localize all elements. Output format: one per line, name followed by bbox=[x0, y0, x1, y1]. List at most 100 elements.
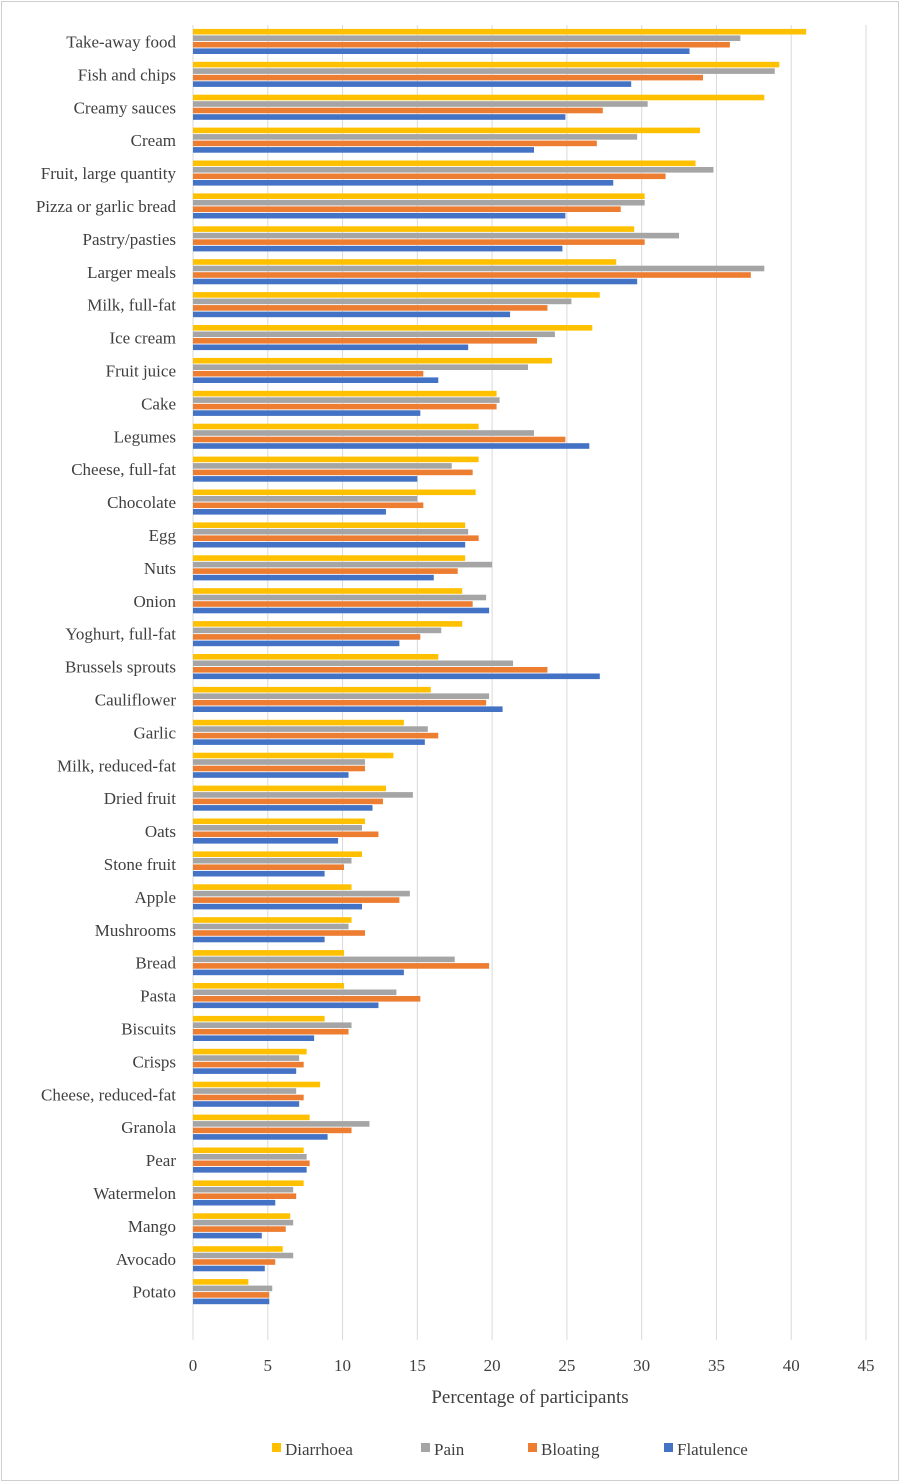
bar-apple-flatulence bbox=[193, 903, 362, 910]
category-label-bread: Bread bbox=[135, 954, 176, 973]
category-label-cream: Cream bbox=[131, 131, 176, 150]
bar-ice-cream-pain bbox=[193, 331, 555, 338]
bar-ice-cream-diarrhoea bbox=[193, 325, 593, 331]
bar-mango-bloating bbox=[193, 1226, 286, 1232]
bar-biscuits-bloating bbox=[193, 1028, 349, 1035]
bar-cauliflower-pain bbox=[193, 693, 490, 699]
category-label-mushrooms: Mushrooms bbox=[95, 921, 176, 940]
bar-pasta-diarrhoea bbox=[193, 983, 345, 989]
bar-bread-flatulence bbox=[193, 969, 404, 976]
bar-cream-pain bbox=[193, 134, 638, 140]
category-label-cake: Cake bbox=[141, 394, 176, 413]
bar-pastry-pasties-flatulence bbox=[193, 245, 563, 252]
bar-chocolate-diarrhoea bbox=[193, 489, 476, 496]
bar-cheese-reduced-fat-flatulence bbox=[193, 1101, 300, 1107]
category-label-onion: Onion bbox=[134, 592, 177, 611]
bar-yoghurt-full-fat-bloating bbox=[193, 634, 421, 640]
category-label-pasta: Pasta bbox=[140, 987, 176, 1006]
bar-pizza-or-garlic-bread-bloating bbox=[193, 206, 621, 212]
bar-ice-cream-bloating bbox=[193, 338, 537, 344]
bar-mushrooms-pain bbox=[193, 923, 349, 930]
category-label-cheese-full-fat: Cheese, full-fat bbox=[71, 460, 176, 479]
legend-swatch-flatulence bbox=[664, 1443, 673, 1452]
bar-cheese-reduced-fat-diarrhoea bbox=[193, 1081, 321, 1088]
legend-label-pain: Pain bbox=[434, 1440, 465, 1459]
bar-pastry-pasties-pain bbox=[193, 232, 680, 239]
bar-cake-flatulence bbox=[193, 410, 421, 416]
bar-milk-full-fat-diarrhoea bbox=[193, 292, 600, 298]
x-tick-label-40: 40 bbox=[783, 1356, 800, 1375]
category-label-fish-and-chips: Fish and chips bbox=[78, 65, 176, 84]
x-tick-label-35: 35 bbox=[708, 1356, 725, 1375]
bar-avocado-pain bbox=[193, 1252, 294, 1259]
bar-onion-flatulence bbox=[193, 607, 490, 614]
bar-watermelon-diarrhoea bbox=[193, 1180, 304, 1186]
bar-potato-bloating bbox=[193, 1292, 270, 1298]
bar-pasta-flatulence bbox=[193, 1002, 379, 1009]
bar-oats-pain bbox=[193, 825, 362, 831]
category-label-granola: Granola bbox=[121, 1118, 176, 1137]
bar-cauliflower-flatulence bbox=[193, 706, 503, 712]
bar-creamy-sauces-pain bbox=[193, 101, 648, 107]
bar-chocolate-bloating bbox=[193, 502, 424, 509]
bar-mushrooms-diarrhoea bbox=[193, 917, 352, 923]
bar-pastry-pasties-bloating bbox=[193, 239, 645, 245]
bar-dried-fruit-flatulence bbox=[193, 805, 373, 811]
bar-take-away-food-diarrhoea bbox=[193, 28, 807, 35]
bar-pear-bloating bbox=[193, 1160, 310, 1167]
bar-egg-flatulence bbox=[193, 541, 466, 548]
bar-fruit-large-quantity-diarrhoea bbox=[193, 160, 696, 167]
bar-egg-diarrhoea bbox=[193, 522, 466, 528]
bar-mango-diarrhoea bbox=[193, 1213, 291, 1219]
bar-mushrooms-flatulence bbox=[193, 936, 325, 943]
bar-egg-bloating bbox=[193, 535, 479, 541]
legend-swatch-diarrhoea bbox=[272, 1443, 281, 1452]
category-label-potato: Potato bbox=[133, 1283, 176, 1302]
bar-nuts-diarrhoea bbox=[193, 555, 466, 561]
bar-milk-full-fat-pain bbox=[193, 298, 572, 305]
category-label-fruit-large-quantity: Fruit, large quantity bbox=[41, 164, 177, 183]
bar-fruit-juice-bloating bbox=[193, 370, 424, 377]
bar-apple-bloating bbox=[193, 897, 400, 903]
bar-pastry-pasties-diarrhoea bbox=[193, 226, 635, 232]
bar-milk-full-fat-flatulence bbox=[193, 311, 511, 318]
bar-cheese-full-fat-diarrhoea bbox=[193, 456, 479, 463]
bar-granola-bloating bbox=[193, 1127, 352, 1134]
category-label-oats: Oats bbox=[145, 822, 176, 841]
bar-watermelon-pain bbox=[193, 1186, 294, 1193]
category-label-pear: Pear bbox=[146, 1151, 177, 1170]
bar-granola-diarrhoea bbox=[193, 1114, 310, 1121]
bar-creamy-sauces-flatulence bbox=[193, 114, 566, 120]
bar-pear-diarrhoea bbox=[193, 1147, 304, 1154]
bar-onion-diarrhoea bbox=[193, 588, 463, 594]
bar-dried-fruit-bloating bbox=[193, 798, 383, 805]
bar-yoghurt-full-fat-diarrhoea bbox=[193, 621, 463, 627]
category-label-garlic: Garlic bbox=[134, 723, 177, 742]
bar-cheese-reduced-fat-pain bbox=[193, 1088, 297, 1094]
category-label-egg: Egg bbox=[149, 526, 177, 545]
category-label-chocolate: Chocolate bbox=[107, 493, 176, 512]
bar-potato-pain bbox=[193, 1285, 273, 1292]
bar-chocolate-pain bbox=[193, 496, 418, 502]
legend-label-bloating: Bloating bbox=[541, 1440, 600, 1459]
bar-avocado-diarrhoea bbox=[193, 1246, 283, 1252]
category-label-watermelon: Watermelon bbox=[93, 1184, 176, 1203]
bar-cheese-full-fat-flatulence bbox=[193, 476, 418, 482]
legend-swatch-bloating bbox=[528, 1443, 537, 1452]
x-tick-label-15: 15 bbox=[409, 1356, 426, 1375]
bar-take-away-food-pain bbox=[193, 35, 741, 41]
bar-fish-and-chips-pain bbox=[193, 68, 775, 74]
category-label-crisps: Crisps bbox=[133, 1052, 176, 1071]
bar-garlic-flatulence bbox=[193, 739, 425, 745]
bar-milk-reduced-fat-bloating bbox=[193, 765, 365, 772]
category-label-milk-full-fat: Milk, full-fat bbox=[87, 296, 176, 315]
bar-larger-meals-flatulence bbox=[193, 278, 638, 285]
bar-larger-meals-bloating bbox=[193, 272, 751, 278]
bar-potato-flatulence bbox=[193, 1298, 270, 1305]
x-tick-label-45: 45 bbox=[858, 1356, 875, 1375]
bar-cauliflower-diarrhoea bbox=[193, 686, 431, 693]
bar-legumes-pain bbox=[193, 430, 534, 436]
bar-nuts-pain bbox=[193, 561, 493, 568]
bar-crisps-flatulence bbox=[193, 1068, 297, 1074]
bar-cream-diarrhoea bbox=[193, 127, 700, 134]
